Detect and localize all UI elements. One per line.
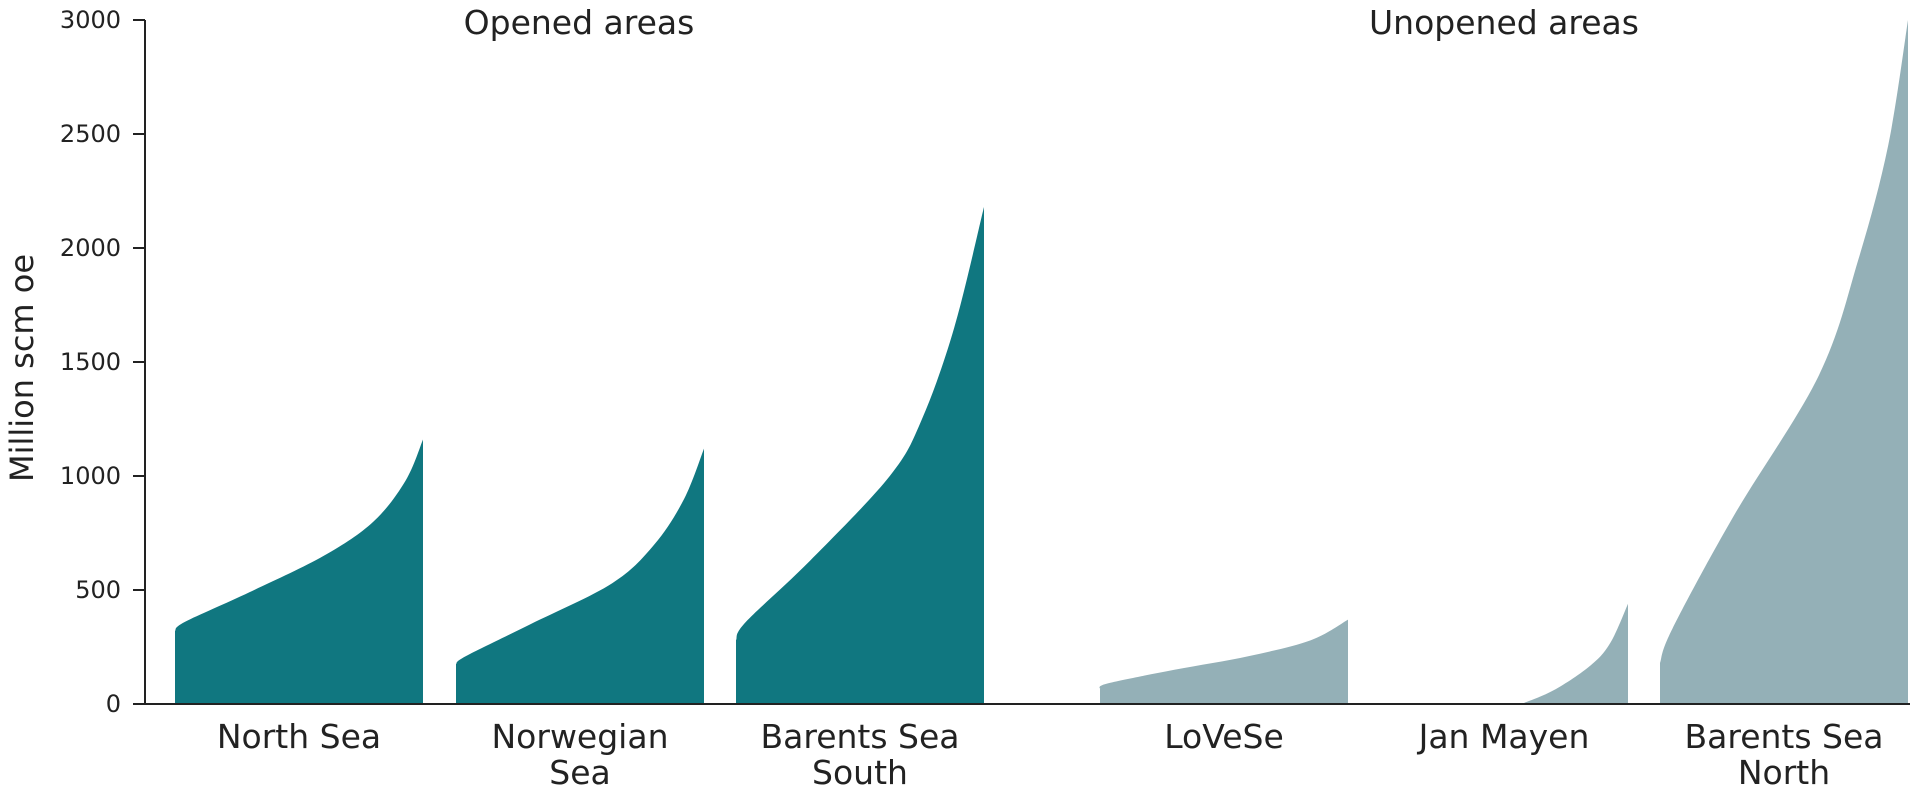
y-tick-label: 3000	[60, 6, 121, 34]
category-label: North Sea	[217, 717, 381, 756]
axes-group: 0 500 1000 1500 2000 2500 3000	[60, 6, 1910, 718]
area-series-group	[175, 20, 1908, 704]
y-axis-title: Million scm oe	[3, 254, 41, 482]
category-label: Sea	[549, 753, 610, 791]
area-jan-mayen	[1521, 603, 1628, 704]
y-tick-label: 1500	[60, 348, 121, 376]
category-label: Barents Sea	[760, 717, 959, 756]
y-tick-label: 1000	[60, 462, 121, 490]
group-label-opened: Opened areas	[464, 3, 695, 42]
category-label: LoVeSe	[1164, 717, 1284, 756]
area-north-sea	[175, 439, 423, 704]
area-barents-sea-south	[736, 207, 984, 704]
category-label: South	[812, 753, 908, 791]
category-label: Norwegian	[492, 717, 669, 756]
y-tick-label: 2000	[60, 234, 121, 262]
area-lovese	[1099, 619, 1348, 704]
y-tick-label: 0	[106, 690, 121, 718]
category-label: Jan Mayen	[1417, 717, 1590, 756]
area-barents-sea-north	[1660, 20, 1908, 704]
category-label: Barents Sea	[1684, 717, 1883, 756]
y-tick-label: 2500	[60, 120, 121, 148]
y-tick-label: 500	[75, 576, 121, 604]
category-label: North	[1738, 753, 1830, 791]
group-label-unopened: Unopened areas	[1369, 3, 1639, 42]
area-norwegian-sea	[456, 448, 704, 704]
